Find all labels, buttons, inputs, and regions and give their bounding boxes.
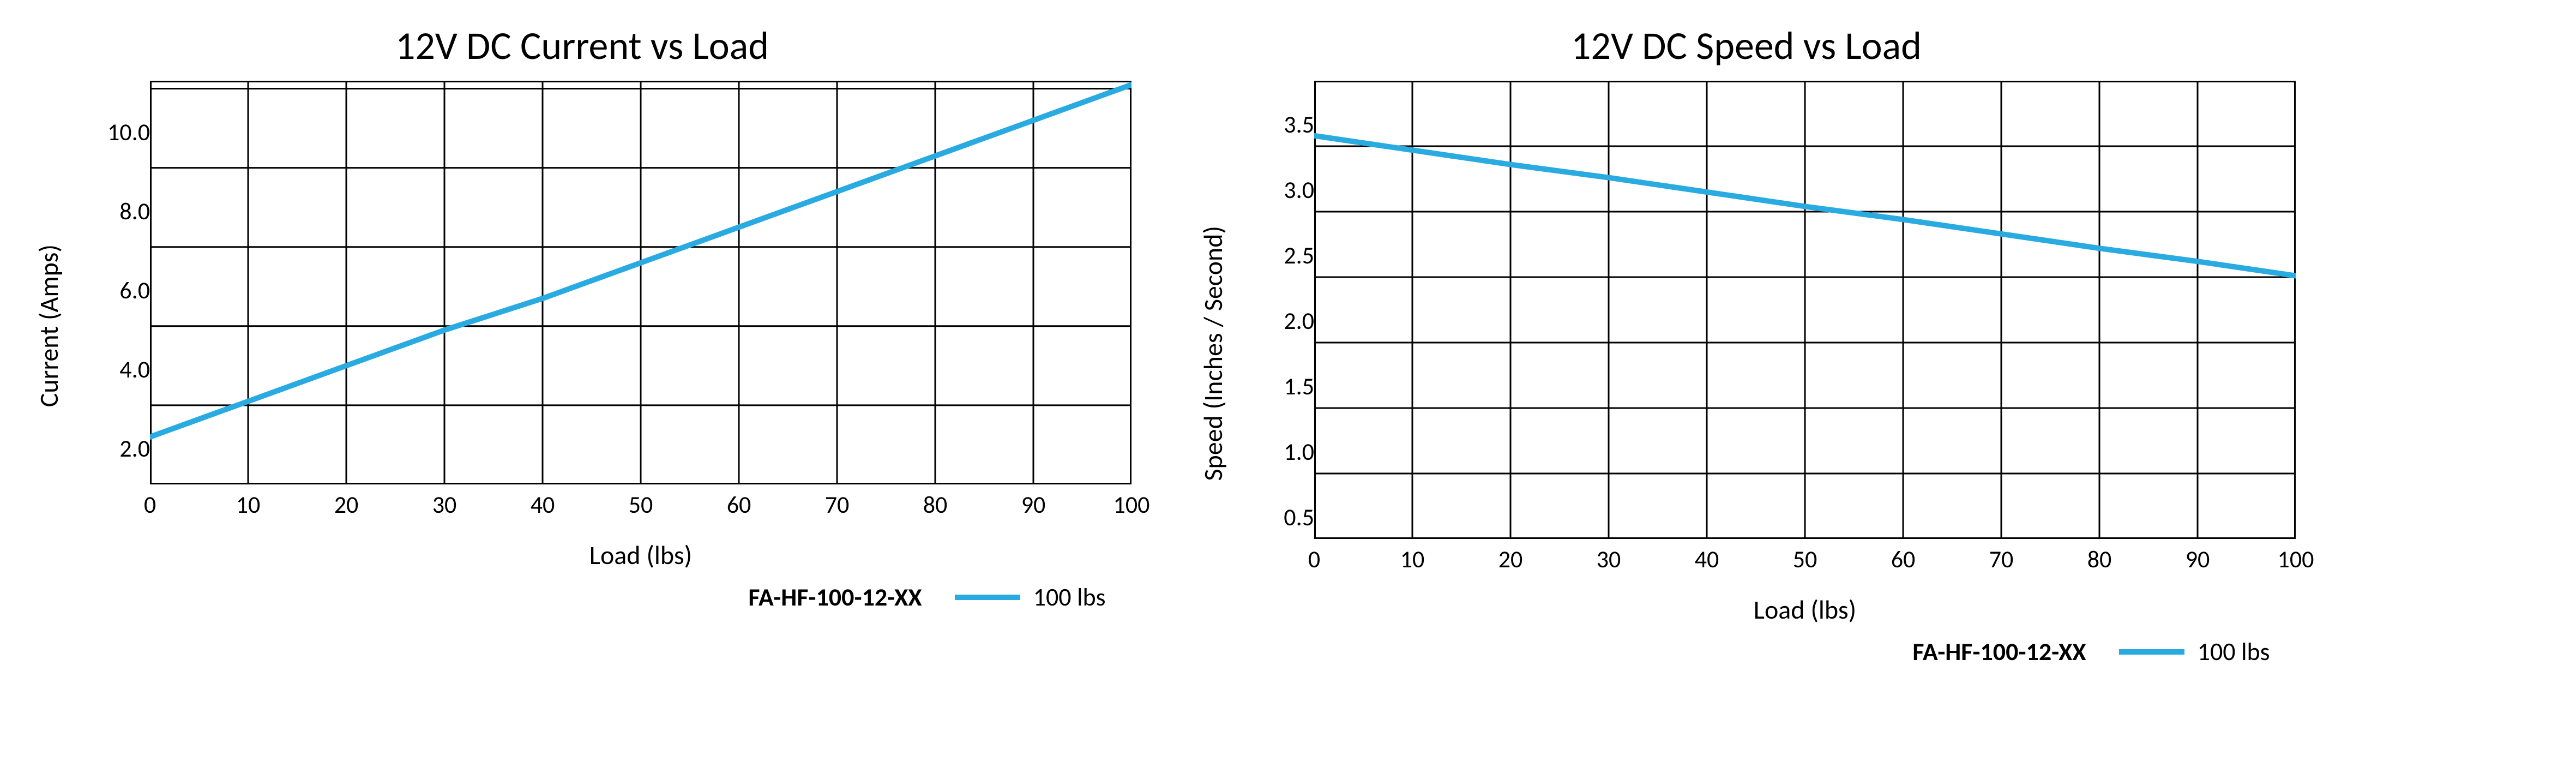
chart2-body: Speed (Inches / Second) 0.5 1.0 1.5 2.0 2.5 3… [1197,81,2296,626]
y-tick-label: 3.0 [1284,175,1314,205]
y-tick-label: 2.0 [119,434,150,463]
y-tick-label: 2.0 [1284,306,1314,335]
x-tick-label: 70 [1989,544,2014,574]
chart-speed-vs-load: 12V DC Speed vs Load Speed (Inches / Sec… [1197,22,2296,667]
chart2-legend-swatch [2119,649,2184,655]
x-tick-label: 60 [1891,544,1916,574]
y-tick-label: 4.0 [119,355,150,384]
x-tick-label: 70 [825,490,850,519]
chart2-xlabel: Load (lbs) [1754,594,1856,626]
y-tick-label: 10.0 [107,117,150,147]
x-tick-label: 100 [2278,544,2314,574]
x-tick-label: 20 [334,490,359,519]
chart2-legend-series: 100 lbs [2198,637,2270,667]
chart2-ylabel: Speed (Inches / Second) [1197,226,1229,481]
chart2-legend-model: FA-HF-100-12-XX [1912,637,2086,667]
chart1-title: 12V DC Current vs Load [395,22,769,70]
x-tick-label: 90 [2186,544,2210,574]
x-tick-label: 10 [1400,544,1425,574]
x-tick-label: 80 [923,490,948,519]
x-tick-label: 80 [2087,544,2112,574]
chart1-plot-area [150,81,1131,484]
x-tick-label: 30 [1597,544,1621,574]
chart2-plot-area [1314,81,2296,539]
chart1-xlabel: Load (lbs) [589,539,692,571]
chart2-legend: FA-HF-100-12-XX 100 lbs [1201,637,2292,667]
chart1-legend-series: 100 lbs [1033,582,1106,613]
y-tick-label: 0.5 [1284,502,1314,532]
x-tick-label: 0 [144,490,156,519]
chart1-legend: FA-HF-100-12-XX 100 lbs [37,582,1128,613]
chart1-xticks: 0102030405060708090100 [150,490,1131,523]
chart2-xticks: 0102030405060708090100 [1314,544,2296,577]
x-tick-label: 100 [1114,490,1150,519]
x-tick-label: 50 [1793,544,1817,574]
x-tick-label: 50 [629,490,653,519]
y-tick-label: 3.5 [1284,110,1314,139]
y-tick-label: 1.5 [1284,371,1314,401]
x-tick-label: 90 [1021,490,1046,519]
x-tick-label: 60 [727,490,751,519]
x-tick-label: 0 [1308,544,1320,574]
chart1-body: Current (Amps) 2.0 4.0 6.0 8.0 10.0 0 10 20 30 4… [33,81,1131,571]
x-tick-label: 40 [531,490,555,519]
y-tick-label: 6.0 [119,275,150,305]
x-tick-label: 10 [236,490,261,519]
y-tick-label: 2.5 [1284,241,1314,270]
chart1-legend-swatch [955,595,1020,600]
page: 12V DC Current vs Load Current (Amps) 2.… [0,0,2576,773]
chart1-legend-model: FA-HF-100-12-XX [748,582,922,613]
chart1-yticks: 2.04.06.08.010.0 [76,124,150,528]
y-tick-label: 8.0 [119,196,150,226]
chart2-title: 12V DC Speed vs Load [1571,22,1922,70]
chart-current-vs-load: 12V DC Current vs Load Current (Amps) 2.… [33,22,1131,613]
chart1-plot-column: 0102030405060708090100 Load (lbs) [150,81,1131,571]
y-tick-label: 1.0 [1284,437,1314,466]
chart1-ylabel: Current (Amps) [33,244,65,407]
x-tick-label: 30 [432,490,457,519]
x-tick-label: 20 [1498,544,1523,574]
x-tick-label: 40 [1695,544,1719,574]
chart2-plot-column: 0102030405060708090100 Load (lbs) [1314,81,2296,626]
chart2-yticks: 0.51.01.52.02.53.03.5 [1240,124,1314,583]
